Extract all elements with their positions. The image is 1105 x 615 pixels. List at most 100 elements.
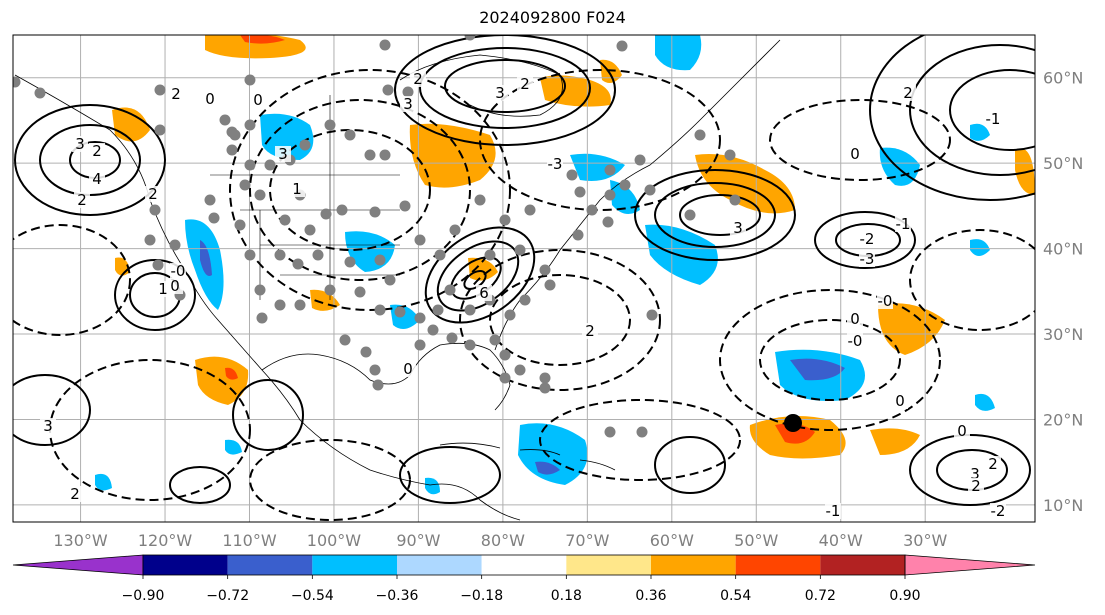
station-dot [499, 372, 511, 384]
colorbar-swatch [735, 555, 821, 575]
contour-label-text: 2 [413, 70, 423, 88]
contour-solid [654, 436, 726, 494]
contour-label-text: -2 [860, 230, 875, 248]
station-dot [304, 224, 316, 236]
contour-label-bg [168, 86, 184, 102]
station-dot [444, 284, 456, 296]
contour-label-text: -1 [896, 215, 911, 233]
station-dot [604, 426, 616, 438]
station-dot [379, 149, 391, 161]
coastline-west [14, 74, 521, 521]
station-dot [154, 84, 166, 96]
contour-label-text: -3 [860, 250, 875, 268]
contour-label-text: 2 [971, 477, 981, 495]
contour-label-text: 2 [903, 84, 913, 102]
contour-label: -2 [859, 230, 875, 248]
station-dot [169, 239, 181, 251]
shade-patch [95, 473, 112, 491]
storm-center-marker [784, 414, 802, 432]
contour-label: 2 [74, 191, 90, 209]
contour-label: 2 [89, 142, 105, 160]
station-dot [619, 179, 631, 191]
shade-patch [225, 367, 238, 380]
contour-dashed [229, 69, 511, 311]
contour-label: 3 [40, 417, 56, 435]
colorbar-tick-label: −0.90 [122, 588, 165, 604]
graticule [13, 35, 1035, 522]
station-dot [519, 294, 531, 306]
station-dot [274, 249, 286, 261]
station-dot [339, 334, 351, 346]
contour-label-bg [968, 478, 984, 494]
lon-tick-label: 70°W [565, 531, 609, 550]
contour-solid [444, 59, 566, 113]
station-dot [372, 379, 384, 391]
contour-label-bg [67, 486, 83, 502]
contour-label: 0 [847, 145, 863, 163]
contour-label-text: 3 [278, 145, 288, 163]
contour-label: 0 [954, 422, 970, 440]
station-dot [354, 286, 366, 298]
colorbar-tick-label: −0.54 [291, 588, 334, 604]
contour-label-text: 0 [205, 90, 215, 108]
contour-label-text: 0 [403, 360, 413, 378]
contour-label-text: 4 [92, 170, 102, 188]
station-dot [369, 206, 381, 218]
contour-dashed [759, 319, 901, 401]
contour-label-bg [72, 136, 88, 152]
contour-label: -0 [170, 262, 186, 280]
station-dot [499, 214, 511, 226]
contour-label-text: 0 [850, 145, 860, 163]
contour-solid [909, 44, 1035, 176]
lon-tick-label: 100°W [307, 531, 362, 550]
shade-patch [970, 239, 990, 256]
station-dot [524, 204, 536, 216]
contour-label: -2 [990, 502, 1006, 520]
station-dot [539, 382, 551, 394]
lon-tick-label: 50°W [734, 531, 778, 550]
lat-tick-label: 60°N [1043, 69, 1083, 88]
station-dot [294, 299, 306, 311]
contour-dashed [769, 99, 951, 181]
station-dot [414, 234, 426, 246]
contour-solid [169, 466, 231, 504]
contour-label-bg [847, 333, 863, 349]
station-dot [724, 149, 736, 161]
station-dot [414, 312, 426, 324]
contour-label: -1 [985, 110, 1001, 128]
lon-tick-label: 80°W [481, 531, 525, 550]
shade-patch [409, 123, 496, 188]
station-dot [504, 309, 516, 321]
colorbar-swatch [820, 555, 905, 575]
contour-label-bg [847, 311, 863, 327]
contour-label: 3 [400, 95, 416, 113]
station-dot [374, 254, 386, 266]
station-dot [427, 324, 439, 336]
station-dot [219, 114, 231, 126]
station-dot [336, 204, 348, 216]
station-dot [434, 249, 446, 261]
station-dot [274, 299, 286, 311]
contour-label-text: -0 [878, 292, 893, 310]
station-dot [226, 126, 238, 138]
station-dot [379, 39, 391, 51]
contour-dashed [13, 224, 131, 336]
station-dot [254, 189, 266, 201]
contour-solid [399, 446, 501, 504]
station-dot [152, 259, 164, 271]
colorbar-swatch [566, 555, 651, 575]
colorbar-extend-low [12, 554, 144, 576]
station-dot [384, 274, 396, 286]
contour-label-bg [895, 216, 911, 232]
lat-tick-label: 10°N [1043, 496, 1083, 515]
station-dot [604, 189, 616, 201]
colorbar-tick-label: −0.72 [206, 588, 249, 604]
contour-dashed [539, 399, 741, 481]
contour-solid [394, 35, 616, 146]
colorbar-swatch [143, 555, 228, 575]
station-dot [364, 149, 376, 161]
contour-label-text: 3 [495, 84, 505, 102]
contour-label-bg [847, 146, 863, 162]
